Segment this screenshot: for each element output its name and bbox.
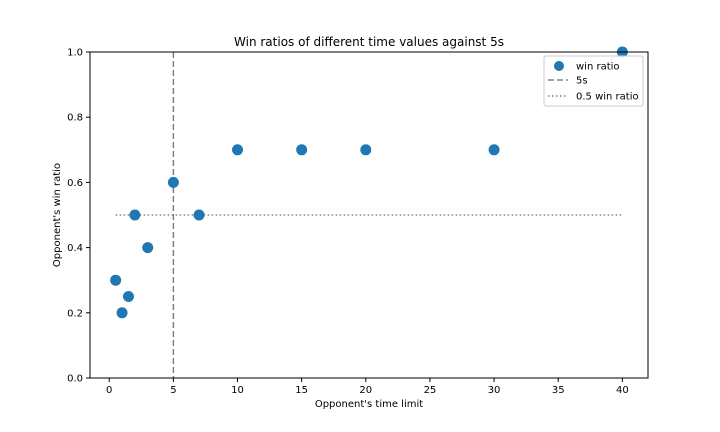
data-point (129, 209, 141, 221)
x-tick-label: 40 (616, 385, 629, 396)
y-tick-label: 0.0 (67, 374, 83, 385)
legend-label-5s: 5s (576, 76, 588, 87)
y-tick-label: 0.8 (67, 113, 83, 124)
x-axis: 0 5 10 15 20 25 30 35 40 (106, 378, 629, 396)
legend-label-half-win-ratio: 0.5 win ratio (576, 92, 639, 103)
y-tick-label: 0.2 (67, 308, 83, 319)
x-tick-label: 35 (552, 385, 565, 396)
x-tick-label: 30 (488, 385, 501, 396)
x-tick-label: 0 (106, 385, 112, 396)
legend: win ratio 5s 0.5 win ratio (543, 55, 644, 107)
data-point (116, 307, 128, 319)
y-tick-label: 0.6 (67, 178, 83, 189)
x-tick-label: 15 (295, 385, 308, 396)
data-point (488, 144, 500, 156)
x-tick-label: 10 (231, 385, 244, 396)
x-tick-label: 25 (424, 385, 437, 396)
data-point (360, 144, 372, 156)
y-tick-label: 1.0 (67, 48, 83, 59)
data-point (122, 291, 134, 302)
data-point (193, 209, 205, 221)
x-axis-label: Opponent's time limit (315, 399, 423, 410)
y-axis-label: Opponent's win ratio (52, 163, 63, 267)
chart-title: Win ratios of different time values agai… (234, 35, 504, 49)
y-axis: 0.0 0.2 0.4 0.6 0.8 1.0 (67, 48, 90, 385)
axes-frame (89, 51, 649, 379)
x-tick-label: 5 (170, 385, 176, 396)
data-point (296, 144, 308, 156)
legend-frame (543, 55, 644, 107)
data-point (110, 274, 122, 286)
y-tick-label: 0.4 (67, 243, 83, 254)
x-tick-label: 20 (359, 385, 372, 396)
plot-area (110, 46, 628, 378)
legend-label-win-ratio: win ratio (576, 62, 620, 73)
data-point (167, 176, 179, 188)
data-point (142, 242, 154, 254)
data-point (232, 144, 244, 156)
legend-marker-win-ratio (554, 61, 564, 71)
